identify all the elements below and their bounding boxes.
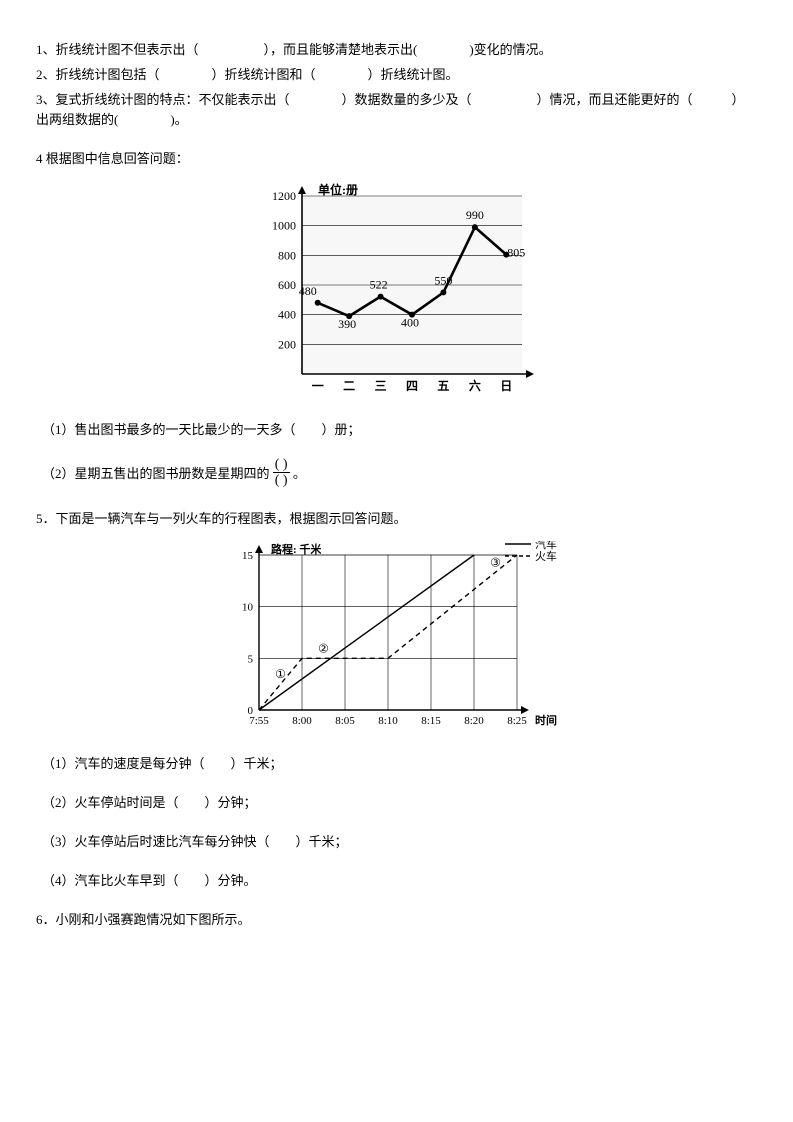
- question-4-2: （2）星期五售出的图书册数是星期四的 ( ) ( ) 。: [42, 459, 757, 491]
- question-3: 3、复式折线统计图的特点：不仅能表示出（ ）数据数量的多少及（ ）情况，而且还能…: [36, 90, 757, 132]
- svg-text:路程: 千米: 路程: 千米: [271, 542, 322, 556]
- svg-text:5: 5: [247, 654, 253, 666]
- question-1: 1、折线统计图不但表示出（ ），而且能够清楚地表示出( )变化的情况。: [36, 40, 757, 61]
- svg-text:六: 六: [468, 378, 480, 393]
- svg-text:日: 日: [500, 379, 512, 393]
- question-4-1: （1）售出图书最多的一天比最少的一天多（ ）册；: [42, 420, 757, 441]
- svg-text:15: 15: [242, 550, 254, 562]
- svg-text:805: 805: [507, 246, 525, 260]
- svg-text:8:20: 8:20: [464, 715, 484, 727]
- svg-text:一: 一: [311, 379, 323, 393]
- svg-text:四: 四: [405, 379, 417, 393]
- question-5-3: （3）火车停站后时速比汽车每分钟快（ ）千米；: [42, 832, 757, 853]
- svg-text:1000: 1000: [272, 219, 296, 233]
- svg-text:10: 10: [242, 602, 254, 614]
- svg-text:8:05: 8:05: [335, 715, 355, 727]
- question-5: 5．下面是一辆汽车与一列火车的行程图表，根据图示回答问题。: [36, 509, 757, 530]
- fraction-blank: ( ) ( ): [273, 457, 290, 489]
- question-2: 2、折线统计图包括（ ）折线统计图和（ ）折线统计图。: [36, 65, 757, 86]
- svg-text:五: 五: [437, 379, 449, 393]
- book-sales-chart: 单位:册 200 400 600 800 1000 1200 一 二 三 四 五 六 日 480 390 522…: [252, 182, 542, 402]
- svg-text:8:00: 8:00: [292, 715, 312, 727]
- svg-text:400: 400: [278, 308, 296, 322]
- svg-text:火车: 火车: [535, 549, 557, 563]
- svg-text:550: 550: [434, 273, 452, 287]
- svg-text:时间: 时间: [535, 713, 557, 727]
- fraction-numerator: ( ): [273, 457, 290, 473]
- svg-text:汽车: 汽车: [535, 541, 557, 551]
- question-4: 4 根据图中信息回答问题：: [36, 149, 757, 170]
- svg-text:8:15: 8:15: [421, 715, 441, 727]
- svg-text:522: 522: [369, 278, 387, 292]
- svg-text:8:10: 8:10: [378, 715, 398, 727]
- question-5-4: （4）汽车比火车早到（ ）分钟。: [42, 871, 757, 892]
- svg-text:8:25: 8:25: [507, 715, 527, 727]
- svg-text:③: ③: [490, 556, 501, 570]
- svg-text:三: 三: [374, 379, 386, 393]
- chart-2-wrap: 510150路程: 千米时间7:558:008:058:108:158:208:…: [36, 541, 757, 736]
- svg-text:①: ①: [275, 668, 286, 682]
- travel-chart: 510150路程: 千米时间7:558:008:058:108:158:208:…: [217, 541, 577, 736]
- svg-text:390: 390: [338, 317, 356, 331]
- svg-text:②: ②: [318, 642, 329, 656]
- fraction-denominator: ( ): [273, 473, 290, 488]
- svg-text:480: 480: [298, 284, 316, 298]
- question-5-2: （2）火车停站时间是（ ）分钟；: [42, 793, 757, 814]
- svg-text:单位:册: 单位:册: [318, 182, 358, 197]
- svg-text:1200: 1200: [272, 189, 296, 203]
- svg-text:600: 600: [278, 278, 296, 292]
- question-6: 6．小刚和小强赛跑情况如下图所示。: [36, 910, 757, 931]
- q4-2-text-a: （2）星期五售出的图书册数是星期四的: [42, 466, 270, 481]
- svg-text:二: 二: [343, 379, 355, 393]
- svg-text:7:55: 7:55: [249, 715, 269, 727]
- question-5-1: （1）汽车的速度是每分钟（ ）千米；: [42, 754, 757, 775]
- q4-2-text-b: 。: [293, 466, 306, 481]
- svg-text:800: 800: [278, 248, 296, 262]
- svg-text:990: 990: [465, 208, 483, 222]
- svg-text:400: 400: [401, 316, 419, 330]
- svg-text:200: 200: [278, 337, 296, 351]
- chart-1-wrap: 单位:册 200 400 600 800 1000 1200 一 二 三 四 五 六 日 480 390 522…: [36, 182, 757, 402]
